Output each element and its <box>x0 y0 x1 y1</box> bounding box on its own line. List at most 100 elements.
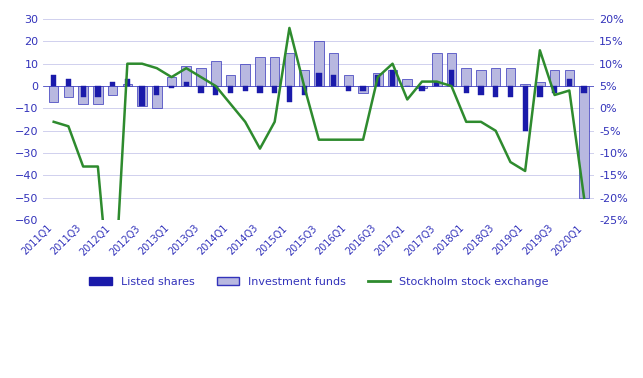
Bar <box>125 79 130 86</box>
Stockholm stock exchange <box>565 88 573 93</box>
Bar <box>211 62 221 86</box>
Stockholm stock exchange <box>94 164 102 169</box>
Stockholm stock exchange <box>315 138 323 142</box>
Bar <box>538 86 543 97</box>
Bar <box>478 86 484 95</box>
Stockholm stock exchange <box>285 26 293 30</box>
Bar <box>285 53 294 86</box>
Bar <box>361 86 366 90</box>
Bar <box>80 86 86 97</box>
Stockholm stock exchange <box>226 102 234 106</box>
Stockholm stock exchange <box>536 48 544 53</box>
Bar <box>196 68 206 86</box>
Bar <box>535 82 545 86</box>
Bar <box>343 75 353 86</box>
Bar <box>257 86 262 93</box>
Bar <box>373 73 383 86</box>
Bar <box>491 68 500 86</box>
Bar <box>123 84 132 86</box>
Bar <box>93 86 103 104</box>
Bar <box>154 86 159 95</box>
Bar <box>226 75 235 86</box>
Stockholm stock exchange <box>50 119 57 124</box>
Bar <box>388 70 397 86</box>
Bar <box>358 86 368 93</box>
Stockholm stock exchange <box>388 62 396 66</box>
Bar <box>138 86 147 106</box>
Bar <box>434 82 439 86</box>
Bar <box>520 84 530 86</box>
Bar <box>462 68 471 86</box>
Bar <box>581 86 586 93</box>
Stockholm stock exchange <box>300 84 308 88</box>
Stockholm stock exchange <box>79 164 87 169</box>
Bar <box>523 86 528 131</box>
Bar <box>331 75 336 86</box>
Stockholm stock exchange <box>345 138 352 142</box>
Bar <box>49 86 59 102</box>
Bar <box>95 86 100 97</box>
Stockholm stock exchange <box>521 169 529 173</box>
Bar <box>447 53 457 86</box>
Stockholm stock exchange <box>330 138 338 142</box>
Bar <box>199 86 204 93</box>
Stockholm stock exchange <box>64 124 72 129</box>
Bar <box>181 66 191 86</box>
Stockholm stock exchange <box>418 79 426 84</box>
Bar <box>432 53 442 86</box>
Bar <box>240 64 250 86</box>
Stockholm stock exchange <box>477 119 485 124</box>
Stockholm stock exchange <box>123 62 131 66</box>
Bar <box>169 86 174 88</box>
Stockholm stock exchange <box>271 119 278 124</box>
Stockholm stock exchange <box>551 93 559 97</box>
Bar <box>152 86 161 108</box>
Stockholm stock exchange <box>241 119 249 124</box>
Bar <box>64 86 73 97</box>
Bar <box>66 79 71 86</box>
Bar <box>300 70 309 86</box>
Bar <box>242 86 248 90</box>
Stockholm stock exchange <box>580 195 588 200</box>
Bar <box>464 86 469 93</box>
Bar <box>508 86 513 97</box>
Stockholm stock exchange <box>212 84 220 88</box>
Bar <box>302 86 307 95</box>
Stockholm stock exchange <box>374 75 382 79</box>
Bar <box>140 86 145 106</box>
Stockholm stock exchange <box>183 66 190 70</box>
Bar <box>314 41 323 86</box>
Bar <box>419 86 424 90</box>
Bar <box>51 75 57 86</box>
Stockholm stock exchange <box>448 84 455 88</box>
Stockholm stock exchange <box>197 75 205 79</box>
Bar <box>579 86 589 198</box>
Bar <box>346 86 351 90</box>
Bar <box>375 75 381 86</box>
Bar <box>329 53 338 86</box>
Stockholm stock exchange <box>492 129 500 133</box>
Bar <box>270 57 280 86</box>
Stockholm stock exchange <box>168 75 176 79</box>
Stockholm stock exchange <box>109 325 116 330</box>
Bar <box>476 70 485 86</box>
Bar <box>228 86 233 93</box>
Bar <box>108 86 118 95</box>
Bar <box>566 79 572 86</box>
Bar <box>552 86 557 93</box>
Stockholm stock exchange <box>153 66 161 70</box>
Bar <box>272 86 277 93</box>
Bar <box>184 82 189 86</box>
Stockholm stock exchange <box>507 160 514 164</box>
Bar <box>316 73 322 86</box>
Stockholm stock exchange <box>359 138 367 142</box>
Bar <box>167 77 176 86</box>
Legend: Listed shares, Investment funds, Stockholm stock exchange: Listed shares, Investment funds, Stockho… <box>85 272 553 291</box>
Stockholm stock exchange <box>138 62 146 66</box>
Stockholm stock exchange <box>256 146 264 151</box>
Bar <box>78 86 88 104</box>
Bar <box>550 70 559 86</box>
Bar <box>110 82 115 86</box>
Line: Stockholm stock exchange: Stockholm stock exchange <box>53 28 584 327</box>
Bar <box>417 86 427 88</box>
